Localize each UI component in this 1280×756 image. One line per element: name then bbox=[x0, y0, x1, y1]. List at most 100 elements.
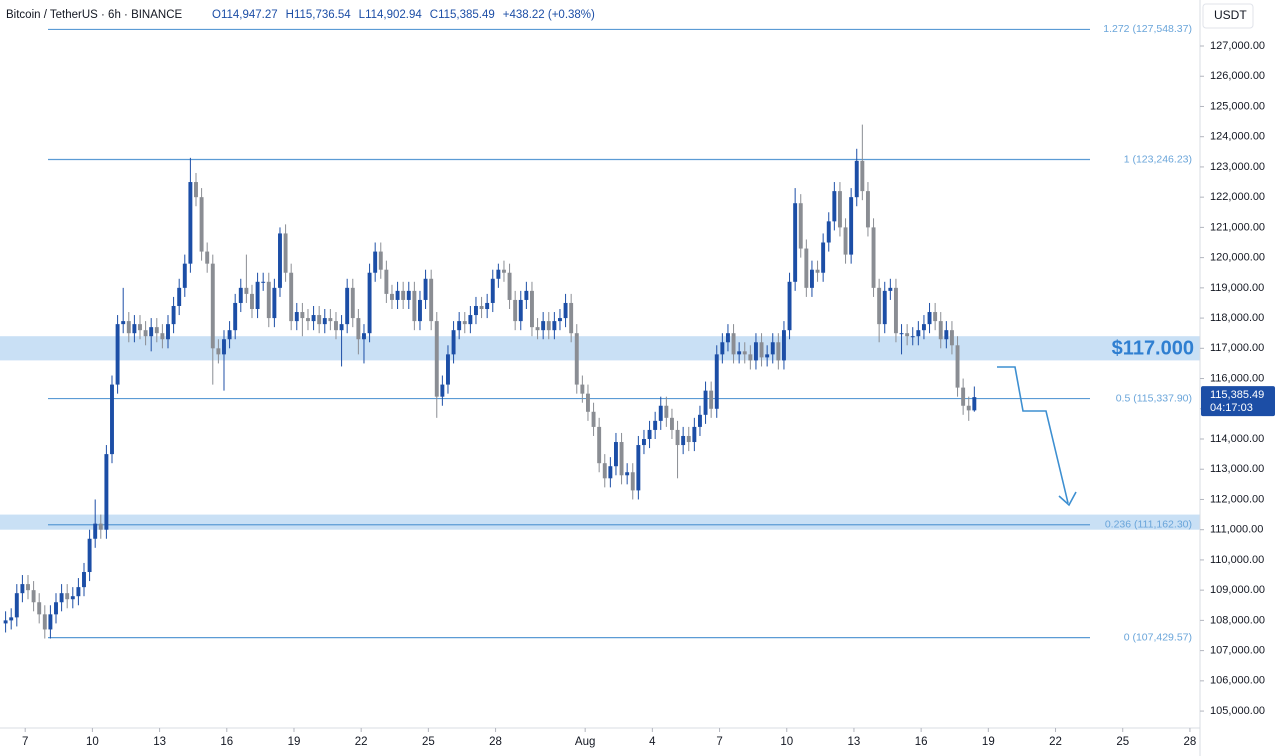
y-tick-label: 112,000.00 bbox=[1210, 493, 1264, 505]
y-tick-label: 110,000.00 bbox=[1210, 554, 1264, 566]
y-tick-label: 122,000.00 bbox=[1210, 191, 1265, 203]
candle-body bbox=[703, 390, 708, 415]
candle-body bbox=[860, 160, 865, 192]
y-tick-label: 119,000.00 bbox=[1210, 282, 1264, 294]
candle-body bbox=[496, 269, 501, 279]
x-tick-label: 25 bbox=[422, 736, 435, 748]
candle-body bbox=[636, 445, 641, 491]
candle-body bbox=[334, 321, 338, 331]
candle-body bbox=[222, 339, 226, 355]
candle-body bbox=[149, 327, 154, 337]
candle-body bbox=[132, 324, 137, 334]
candle-body bbox=[563, 302, 568, 319]
candle-body bbox=[294, 312, 299, 322]
y-tick-label: 114,000.00 bbox=[1210, 433, 1264, 445]
candle-body bbox=[865, 191, 870, 228]
candle-body bbox=[910, 336, 915, 338]
candle-body bbox=[916, 330, 921, 337]
candle-body bbox=[194, 182, 198, 198]
y-tick-label: 105,000.00 bbox=[1210, 705, 1265, 717]
y-tick-label: 126,000.00 bbox=[1210, 70, 1265, 82]
candle-body bbox=[580, 384, 585, 394]
candle-body bbox=[658, 405, 663, 421]
candle-body bbox=[742, 351, 747, 355]
candle-body bbox=[48, 614, 53, 630]
candle-body bbox=[927, 312, 932, 325]
x-tick-label: 19 bbox=[288, 736, 301, 748]
candle-body bbox=[535, 327, 540, 331]
candle-body bbox=[3, 620, 8, 624]
candle-body bbox=[59, 593, 64, 603]
candle-body bbox=[412, 290, 417, 322]
candle-body bbox=[434, 321, 439, 397]
candle-body bbox=[776, 342, 781, 361]
candle-body bbox=[849, 197, 854, 255]
candle-body bbox=[98, 523, 103, 530]
candle-body bbox=[401, 290, 406, 300]
y-tick-label: 123,000.00 bbox=[1210, 161, 1265, 173]
candle-body bbox=[905, 333, 910, 337]
ohlc-value: +438.22 (+0.38%) bbox=[503, 9, 595, 21]
projection-arrow bbox=[997, 366, 1077, 507]
candle-body bbox=[115, 324, 120, 385]
candle-body bbox=[160, 333, 165, 340]
candle-body bbox=[541, 321, 546, 331]
candle-body bbox=[306, 318, 310, 322]
fib-levels: 1.272 (127,548.37) 1 (123,246.23) 0.5 (115… bbox=[48, 23, 1192, 643]
candle-body bbox=[804, 248, 809, 288]
x-tick-label: 13 bbox=[848, 736, 861, 748]
candle-body bbox=[266, 281, 271, 319]
candle-body bbox=[289, 272, 294, 322]
candle-body bbox=[513, 299, 518, 322]
y-tick-label: 120,000.00 bbox=[1210, 252, 1265, 264]
candle-body bbox=[558, 318, 562, 322]
candle-body bbox=[798, 203, 803, 249]
candle-body bbox=[406, 290, 411, 300]
candle-body bbox=[877, 287, 882, 325]
candle-body bbox=[238, 287, 243, 303]
currency-box[interactable] bbox=[1202, 3, 1254, 29]
candle-body bbox=[227, 330, 232, 340]
candle-body bbox=[322, 318, 327, 325]
candle-body bbox=[328, 318, 333, 322]
candle-body bbox=[518, 299, 523, 322]
candle-body bbox=[569, 302, 574, 334]
candle-body bbox=[692, 426, 697, 443]
candle-body bbox=[188, 182, 193, 264]
candle-body bbox=[524, 290, 529, 300]
candle-body bbox=[697, 414, 702, 427]
fib-label: 0.5 (115,337.90) bbox=[1116, 392, 1192, 404]
candle-body bbox=[126, 321, 131, 334]
candle-body bbox=[602, 463, 607, 479]
candle-body bbox=[479, 305, 484, 310]
candle-body bbox=[272, 287, 277, 319]
candle-body bbox=[390, 293, 394, 300]
candle-body bbox=[138, 324, 142, 331]
fib-label: 0 (107,429.57) bbox=[1124, 631, 1192, 643]
candle-body bbox=[961, 387, 966, 406]
candle-body bbox=[574, 333, 579, 385]
candle-body bbox=[177, 287, 182, 306]
x-axis: 7 10 13 16 19 22 25 28 Aug 4 7 10 13 16 19 22 25 28 bbox=[22, 728, 1196, 748]
candle-body bbox=[373, 251, 378, 273]
candle-body bbox=[826, 221, 831, 243]
candle-body bbox=[199, 197, 204, 252]
candle-body bbox=[362, 333, 366, 340]
candle-body bbox=[54, 602, 58, 615]
candle-body bbox=[210, 263, 215, 349]
x-tick-label: 4 bbox=[649, 736, 656, 748]
candle-body bbox=[154, 327, 159, 334]
candle-body bbox=[182, 263, 187, 288]
candle-body bbox=[737, 351, 742, 355]
ohlc-legend: O114,947.27 H115,736.54 L114,902.94 C115,38… bbox=[212, 9, 595, 21]
candle-body bbox=[731, 333, 736, 355]
candle-body bbox=[597, 426, 602, 464]
candle-body bbox=[70, 596, 75, 600]
y-tick-label: 108,000.00 bbox=[1210, 614, 1265, 626]
candle-body bbox=[423, 278, 428, 300]
price-zone bbox=[0, 336, 1200, 361]
x-tick-label: 7 bbox=[716, 736, 722, 748]
candle-body bbox=[759, 342, 764, 358]
candle-body bbox=[474, 305, 478, 316]
